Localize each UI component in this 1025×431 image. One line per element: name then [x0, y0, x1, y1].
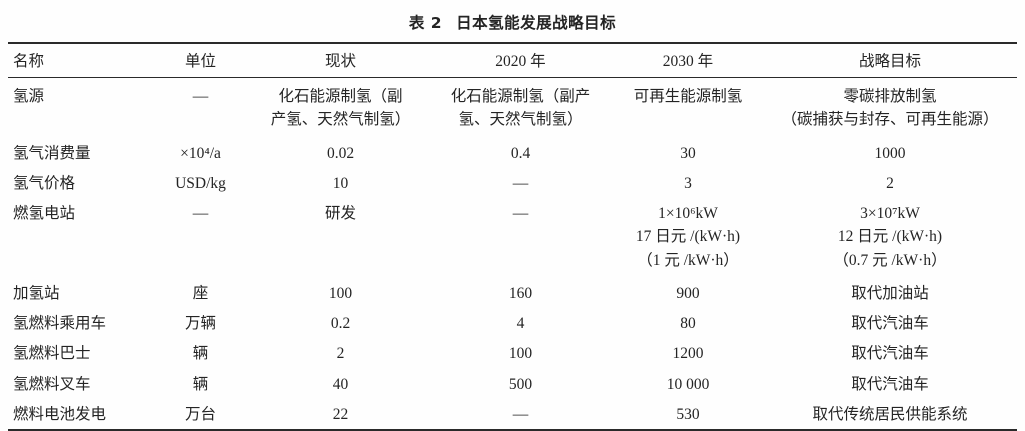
table-cell: ×10⁴/a	[180, 144, 221, 162]
table-row: 氢气价格 USD/kg 10 — 3 2	[8, 168, 1017, 198]
table-row: 加氢站 座 100 160 900 取代加油站	[8, 278, 1017, 308]
table-cell: 10	[332, 174, 349, 192]
table-cell: 辆	[192, 375, 209, 393]
row-label: 燃氢电站	[13, 205, 76, 222]
table-cell: 取代汽油车	[851, 315, 929, 332]
table-cell: 30	[680, 144, 696, 162]
table-cell: 100	[508, 345, 533, 363]
table-cell: 2	[886, 174, 894, 192]
table-cell: 可再生能源制氢	[633, 88, 743, 105]
table-cell: —	[512, 405, 529, 423]
table-row: 氢源 — 化石能源制氢（副 产氢、天然气制氢） 化石能源制氢（副产 氢、天然气制…	[8, 78, 1017, 138]
table-cell: —	[512, 205, 529, 222]
table-cell: 辆	[192, 345, 209, 363]
table-cell: 500	[508, 375, 533, 393]
table-cell: 1×10⁶kW 17 日元 /(kW·h) （1 元 /kW·h）	[635, 205, 741, 269]
strategy-table: 名称 单位 现状 2020 年 2030 年 战略目标 氢源 — 化石能源制氢（…	[8, 42, 1017, 431]
table-cell: 座	[192, 284, 209, 302]
table-cell: 0.2	[330, 315, 351, 332]
table-cell: 530	[676, 405, 700, 423]
row-label: 燃料电池发电	[13, 405, 107, 423]
header-row: 名称 单位 现状 2020 年 2030 年 战略目标	[8, 43, 1017, 78]
table-cell: 化石能源制氢（副产 氢、天然气制氢）	[450, 88, 591, 129]
table-cell: 80	[680, 315, 696, 332]
table-cell: 取代传统居民供能系统	[812, 405, 968, 423]
table-row: 燃料电池发电 万台 22 — 530 取代传统居民供能系统	[8, 399, 1017, 430]
table-cell: USD/kg	[175, 174, 226, 192]
table-row: 氢燃料巴士 辆 2 100 1200 取代汽油车	[8, 338, 1017, 368]
column-header-2020: 2020 年	[428, 43, 613, 78]
table-row: 燃氢电站 — 研发 — 1×10⁶kW 17 日元 /(kW·h) （1 元 /…	[8, 198, 1017, 278]
table-cell: 10 000	[666, 375, 710, 393]
table-cell: 3	[684, 174, 692, 192]
row-label: 加氢站	[13, 284, 60, 302]
table-cell: 化石能源制氢（副 产氢、天然气制氢）	[270, 88, 411, 129]
row-label: 氢气价格	[13, 174, 76, 192]
row-label: 氢燃料巴士	[13, 345, 91, 363]
table-caption-text: 日本氢能发展战略目标	[456, 14, 617, 32]
row-label: 氢气消费量	[13, 144, 91, 162]
table-cell: 0.02	[326, 144, 355, 162]
column-header-goal: 战略目标	[763, 43, 1017, 78]
table-cell: 22	[332, 405, 349, 423]
table-cell: 4	[516, 315, 525, 332]
table-cell: 取代加油站	[851, 284, 929, 302]
table-cell: 1200	[672, 345, 704, 363]
table-caption-label: 表 2	[408, 14, 443, 32]
table-row: 氢气消费量 ×10⁴/a 0.02 0.4 30 1000	[8, 138, 1017, 168]
table-cell: 取代汽油车	[851, 345, 929, 363]
table-cell: —	[192, 205, 209, 222]
table-cell: 万台	[184, 405, 216, 423]
column-header-unit: 单位	[148, 43, 253, 78]
table-cell: 0.4	[510, 144, 531, 162]
table-row: 氢燃料叉车 辆 40 500 10 000 取代汽油车	[8, 369, 1017, 399]
table-caption: 表 2 日本氢能发展战略目标	[0, 0, 1025, 42]
table-cell: 900	[676, 284, 700, 302]
table-cell: 3×10⁷kW 12 日元 /(kW·h) （0.7 元 /kW·h）	[833, 205, 947, 269]
table-cell: 1000	[874, 144, 906, 162]
row-label: 氢燃料乘用车	[13, 315, 107, 332]
column-header-2030: 2030 年	[613, 43, 763, 78]
table-cell: 万辆	[184, 315, 216, 332]
column-header-name: 名称	[8, 43, 148, 78]
table-cell: 40	[332, 375, 349, 393]
table-cell: 100	[328, 284, 353, 302]
row-label: 氢燃料叉车	[13, 375, 91, 393]
table-cell: 零碳排放制氢 （碳捕获与封存、可再生能源）	[781, 88, 999, 129]
table-cell: 160	[508, 284, 533, 302]
column-header-current: 现状	[253, 43, 428, 78]
table-cell: —	[512, 174, 529, 192]
row-label: 氢源	[13, 88, 45, 105]
table-cell: 2	[336, 345, 345, 363]
table-cell: 研发	[324, 205, 356, 222]
table-cell: 取代汽油车	[851, 375, 929, 393]
table-cell: —	[192, 88, 209, 105]
table-row: 氢燃料乘用车 万辆 0.2 4 80 取代汽油车	[8, 308, 1017, 338]
